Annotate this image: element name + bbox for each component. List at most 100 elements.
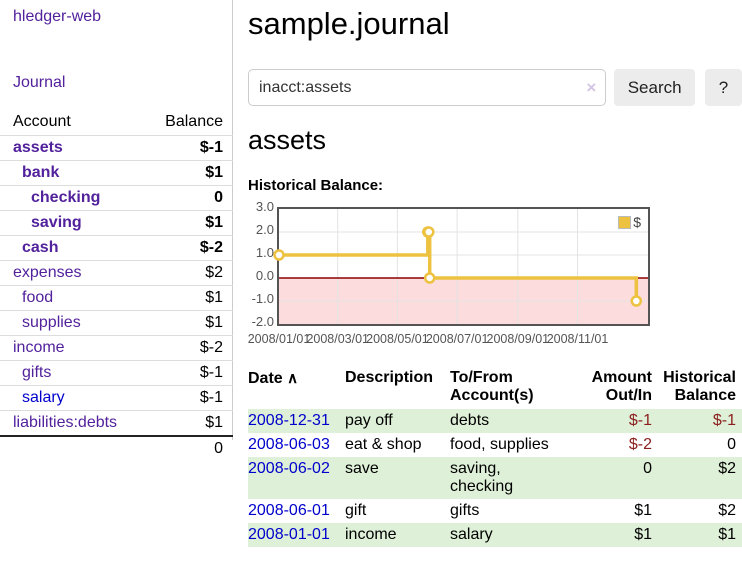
account-link[interactable]: checking — [31, 189, 100, 206]
transaction-date-link[interactable]: 2008-12-31 — [248, 412, 330, 429]
register-row: 2008-06-03eat & shopfood, supplies$-20 — [248, 433, 742, 457]
register-body: 2008-12-31pay offdebts$-1$-12008-06-03ea… — [248, 409, 742, 547]
account-heading: assets — [248, 125, 742, 156]
account-balance: $-2 — [141, 336, 233, 361]
y-axis-tick-label: 0.0 — [248, 268, 274, 283]
account-row: supplies$1 — [0, 311, 233, 336]
transaction-description: gift — [345, 499, 450, 523]
account-link[interactable]: saving — [31, 214, 82, 231]
transaction-accounts: saving, checking — [450, 457, 572, 499]
transaction-balance: $1 — [660, 523, 742, 547]
transaction-description: income — [345, 523, 450, 547]
x-axis-tick-label: 2008/09/01 — [487, 332, 550, 346]
x-axis-tick-label: 2008/11/01 — [547, 332, 609, 346]
accounts-total-balance: 0 — [141, 436, 233, 461]
historical-balance-chart: 3.02.01.00.0-1.0-2.0 $ 2008/01/012008/03… — [248, 205, 742, 353]
x-axis-tick-label: 2008/05/01 — [366, 332, 429, 346]
search-form: × Search ? — [248, 69, 742, 106]
x-axis-tick-label: 2008/07/01 — [426, 332, 489, 346]
transaction-accounts: gifts — [450, 499, 572, 523]
sort-ascending-icon: ∧ — [287, 370, 298, 387]
register-header-balance: Historical Balance — [660, 367, 742, 409]
register-header-accounts: To/From Account(s) — [450, 367, 572, 409]
sidebar: hledger-web Journal Account Balance asse… — [0, 0, 233, 440]
account-row: liabilities:debts $1 — [0, 411, 233, 437]
account-balance: $2 — [141, 261, 233, 286]
account-row: income $-2 — [0, 336, 233, 361]
account-row: bank$1 — [0, 161, 233, 186]
account-row: food $1 — [0, 286, 233, 311]
transaction-description: save — [345, 457, 450, 499]
y-axis-tick-label: -2.0 — [248, 314, 274, 329]
accounts-header-account: Account — [0, 109, 141, 136]
transaction-balance: 0 — [660, 433, 742, 457]
account-row: expenses $2 — [0, 261, 233, 286]
transaction-accounts: food, supplies — [450, 433, 572, 457]
page-title: sample.journal — [248, 6, 742, 42]
register-header-description: Description — [345, 367, 450, 409]
register-header-amount: Amount Out/In — [572, 367, 660, 409]
account-link[interactable]: cash — [22, 239, 58, 256]
transaction-amount: $-1 — [572, 409, 660, 433]
transaction-description: eat & shop — [345, 433, 450, 457]
transaction-balance: $2 — [660, 457, 742, 499]
register-row: 2008-01-01incomesalary$1$1 — [248, 523, 742, 547]
account-balance: $1 — [141, 286, 233, 311]
account-link[interactable]: assets — [13, 139, 63, 156]
search-input[interactable] — [248, 69, 606, 106]
account-row: saving $1 — [0, 211, 233, 236]
transaction-description: pay off — [345, 409, 450, 433]
legend-label: $ — [633, 214, 641, 230]
y-axis-tick-label: 1.0 — [248, 245, 274, 260]
transaction-amount: 0 — [572, 457, 660, 499]
account-link[interactable]: food — [22, 289, 53, 306]
balance-line-chart — [279, 209, 648, 324]
help-button[interactable]: ? — [705, 69, 742, 106]
y-axis-tick-label: -1.0 — [248, 291, 274, 306]
accounts-table: Account Balance assets$-1bank$1checking0… — [0, 109, 233, 461]
account-balance: $1 — [141, 411, 233, 437]
register-row: 2008-12-31pay offdebts$-1$-1 — [248, 409, 742, 433]
transaction-amount: $1 — [572, 523, 660, 547]
account-link[interactable]: supplies — [22, 314, 81, 331]
account-link[interactable]: expenses — [13, 264, 82, 281]
account-balance: $-1 — [141, 136, 233, 161]
transaction-balance: $-1 — [660, 409, 742, 433]
transaction-date-link[interactable]: 2008-06-03 — [248, 436, 330, 453]
account-balance: $-1 — [141, 361, 233, 386]
accounts-body: assets$-1bank$1checking0saving$1cash$-2e… — [0, 136, 233, 437]
search-button[interactable]: Search — [614, 69, 695, 106]
transaction-balance: $2 — [660, 499, 742, 523]
account-link[interactable]: gifts — [22, 364, 51, 381]
account-row: checking 0 — [0, 186, 233, 211]
register-row: 2008-06-01 giftgifts$1$2 — [248, 499, 742, 523]
x-axis-tick-label: 2008/03/01 — [306, 332, 369, 346]
transaction-date-link[interactable]: 2008-06-02 — [248, 460, 330, 477]
y-axis-tick-label: 2.0 — [248, 222, 274, 237]
account-row: assets $-1 — [0, 136, 233, 161]
register-header-row: Date ∧ Description To/From Account(s) Am… — [248, 367, 742, 409]
transaction-amount: $1 — [572, 499, 660, 523]
account-balance: $-1 — [141, 386, 233, 411]
register-row: 2008-06-02 savesaving, checking0$2 — [248, 457, 742, 499]
account-link[interactable]: income — [13, 339, 65, 356]
sidebar-item-journal[interactable]: Journal — [13, 74, 232, 92]
account-link[interactable]: bank — [22, 164, 59, 181]
chart-plot-area: $ — [277, 207, 650, 326]
account-link[interactable]: salary — [22, 389, 65, 406]
accounts-header-balance: Balance — [141, 109, 233, 136]
account-balance: 0 — [141, 186, 233, 211]
clear-search-icon[interactable]: × — [586, 78, 596, 98]
transaction-date-link[interactable]: 2008-01-01 — [248, 526, 330, 543]
transaction-date-link[interactable]: 2008-06-01 — [248, 502, 330, 519]
account-row: gifts $-1 — [0, 361, 233, 386]
register-header-date[interactable]: Date ∧ — [248, 367, 345, 409]
app-brand-link[interactable]: hledger-web — [13, 8, 232, 26]
account-row: salary $-1 — [0, 386, 233, 411]
accounts-header-row: Account Balance — [0, 109, 233, 136]
account-row: cash$-2 — [0, 236, 233, 261]
account-balance: $1 — [141, 211, 233, 236]
account-link[interactable]: liabilities:debts — [13, 414, 117, 431]
transaction-accounts: salary — [450, 523, 572, 547]
accounts-total-row: 0 — [0, 436, 233, 461]
